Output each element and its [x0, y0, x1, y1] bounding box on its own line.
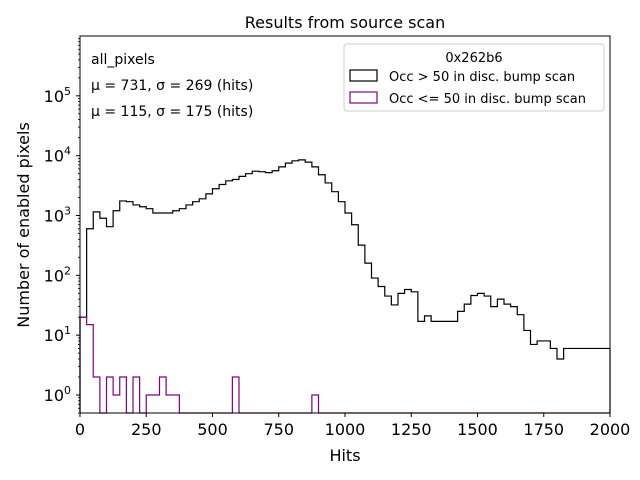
legend-label-high: Occ > 50 in disc. bump scan: [389, 70, 575, 85]
annotation-label: all_pixels: [91, 52, 155, 68]
legend-box: [343, 43, 605, 112]
chart-title: Results from source scan: [245, 13, 445, 32]
annotation-stats-high: μ = 731, σ = 269 (hits): [91, 78, 253, 94]
x-tick-label: 750: [263, 420, 294, 439]
legend-swatch-low: [349, 91, 378, 104]
x-tick-label: 2000: [590, 420, 631, 439]
y-tick-label: 104: [44, 145, 71, 166]
x-axis: 0 250 500 750 1000 1250 1500 1750 2000: [75, 413, 630, 439]
y-axis: 100 101 102 103 104 105: [44, 38, 80, 414]
x-tick-label: 1750: [523, 420, 564, 439]
x-tick-label: 1500: [457, 420, 498, 439]
legend-title: 0x262b6: [445, 51, 502, 66]
y-axis-label: Number of enabled pixels: [14, 122, 33, 328]
series-high-step-line: [79, 159, 611, 413]
legend: 0x262b6 Occ > 50 in disc. bump scan Occ …: [343, 43, 605, 112]
x-axis-label: Hits: [329, 446, 360, 465]
y-tick-label: 105: [44, 85, 71, 106]
x-tick-label: 1250: [391, 420, 432, 439]
x-tick-label: 250: [131, 420, 162, 439]
annotation-stats-low: μ = 115, σ = 175 (hits): [91, 104, 253, 120]
legend-label-low: Occ <= 50 in disc. bump scan: [389, 92, 586, 107]
x-tick-label: 1000: [325, 420, 366, 439]
y-tick-label: 100: [44, 384, 71, 405]
x-tick-label: 0: [75, 420, 85, 439]
y-tick-label: 101: [44, 324, 71, 345]
legend-swatch-high: [349, 69, 378, 82]
y-tick-label: 102: [44, 264, 71, 285]
x-tick-label: 500: [197, 420, 228, 439]
y-tick-label: 103: [44, 204, 71, 225]
